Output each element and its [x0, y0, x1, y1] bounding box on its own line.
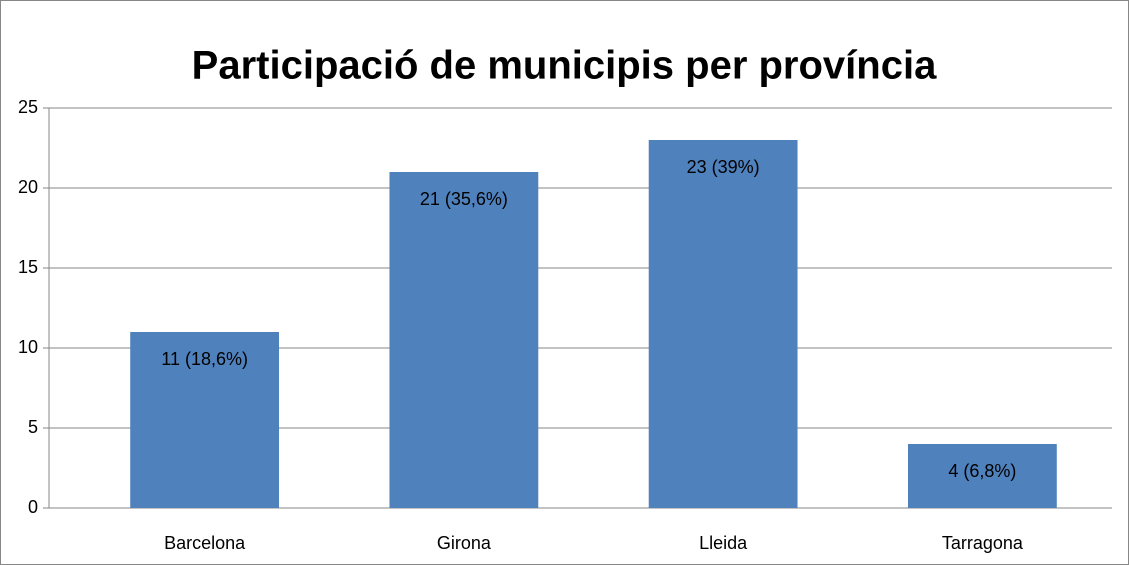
x-tick-label: Barcelona — [164, 533, 246, 553]
data-label: 23 (39%) — [687, 157, 760, 177]
x-tick-label: Girona — [437, 533, 492, 553]
bar — [389, 172, 539, 508]
chart-title: Participació de municipis per província — [192, 44, 937, 88]
bar — [130, 332, 280, 508]
bar — [648, 140, 798, 508]
y-tick-label: 0 — [28, 497, 38, 517]
data-label: 4 (6,8%) — [948, 461, 1016, 481]
y-tick-label: 5 — [28, 417, 38, 437]
data-label: 21 (35,6%) — [420, 189, 508, 209]
y-tick-label: 25 — [18, 97, 38, 117]
y-tick-label: 15 — [18, 257, 38, 277]
y-tick-label: 20 — [18, 177, 38, 197]
bar — [907, 444, 1057, 508]
x-tick-label: Tarragona — [942, 533, 1024, 553]
y-tick-label: 10 — [18, 337, 38, 357]
data-label: 11 (18,6%) — [161, 349, 248, 369]
x-tick-label: Lleida — [699, 533, 748, 553]
